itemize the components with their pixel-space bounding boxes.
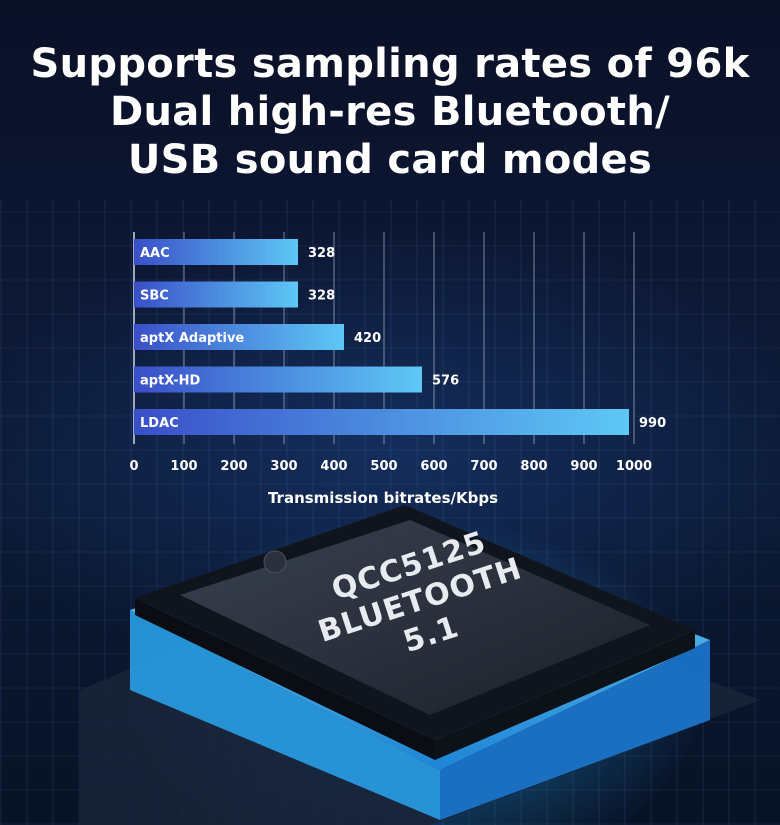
headline: Supports sampling rates of 96k Dual high… xyxy=(0,40,780,184)
bitrate-bar-chart: AAC 328 SBC 328 aptX Adaptive 420 aptX-HD 576 LD… xyxy=(129,232,666,507)
bar xyxy=(134,366,422,393)
chip-top xyxy=(180,520,650,715)
bar xyxy=(134,281,298,308)
chart-bars: AAC 328 SBC 328 aptX Adaptive 420 aptX-HD 576 LD… xyxy=(134,239,666,435)
x-tick-label: 400 xyxy=(320,459,347,474)
category-label: aptX Adaptive xyxy=(140,331,244,346)
x-tick-label: 200 xyxy=(220,459,247,474)
chart-x-ticks: 0 100 200 300 400 500 600 700 800 900 1000 xyxy=(129,459,652,474)
headline-line-1: Supports sampling rates of 96k xyxy=(30,41,750,87)
x-tick-label: 600 xyxy=(420,459,447,474)
value-label: 990 xyxy=(639,416,666,431)
x-axis-label: Transmission bitrates/Kbps xyxy=(268,489,498,507)
category-label: AAC xyxy=(140,246,170,261)
headline-line-3: USB sound card modes xyxy=(127,137,653,183)
category-label: aptX-HD xyxy=(140,374,201,389)
x-tick-label: 800 xyxy=(520,459,547,474)
value-label: 420 xyxy=(354,331,381,346)
x-tick-label: 100 xyxy=(170,459,197,474)
bar xyxy=(134,409,629,435)
x-tick-label: 900 xyxy=(570,459,597,474)
category-label: SBC xyxy=(140,289,169,304)
headline-line-2: Dual high-res Bluetooth/ xyxy=(109,89,671,135)
x-tick-label: 0 xyxy=(129,459,138,474)
category-label: LDAC xyxy=(140,416,179,431)
x-tick-label: 1000 xyxy=(616,459,652,474)
bar xyxy=(134,324,344,350)
value-label: 328 xyxy=(308,246,335,261)
x-tick-label: 700 xyxy=(470,459,497,474)
bar xyxy=(134,239,298,265)
value-label: 328 xyxy=(308,289,335,304)
value-label: 576 xyxy=(432,374,459,389)
x-tick-label: 500 xyxy=(370,459,397,474)
x-tick-label: 300 xyxy=(270,459,297,474)
